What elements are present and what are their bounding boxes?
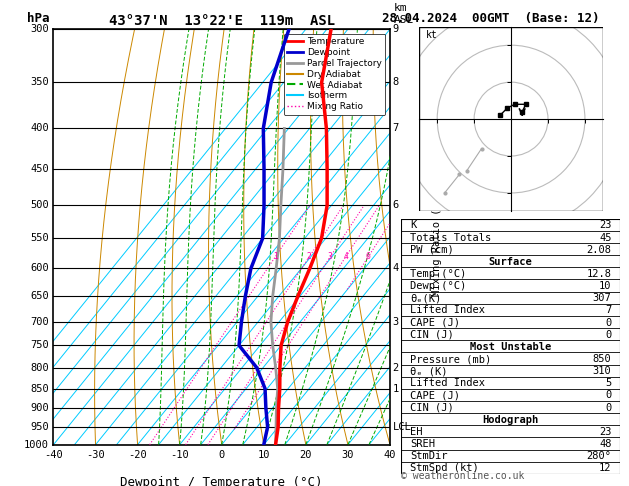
Text: Lifted Index: Lifted Index	[410, 378, 485, 388]
Text: θₑ (K): θₑ (K)	[410, 366, 448, 376]
Text: 450: 450	[30, 164, 49, 174]
Text: 650: 650	[30, 291, 49, 301]
Text: 48: 48	[599, 439, 611, 449]
Text: 550: 550	[30, 233, 49, 243]
Text: 700: 700	[30, 316, 49, 327]
Text: θₑ(K): θₑ(K)	[410, 293, 442, 303]
Text: 350: 350	[30, 77, 49, 87]
Text: StmDir: StmDir	[410, 451, 448, 461]
Text: EH: EH	[410, 427, 423, 437]
Text: 900: 900	[30, 403, 49, 413]
Text: 6: 6	[392, 200, 399, 210]
Text: 6: 6	[366, 252, 370, 261]
Text: 23: 23	[599, 220, 611, 230]
Text: 950: 950	[30, 422, 49, 432]
Text: -10: -10	[170, 450, 189, 460]
Text: 3: 3	[328, 252, 333, 261]
Text: 3: 3	[392, 316, 399, 327]
Text: 4: 4	[343, 252, 348, 261]
Text: 0: 0	[219, 450, 225, 460]
Text: Pressure (mb): Pressure (mb)	[410, 354, 491, 364]
Text: hPa: hPa	[26, 12, 49, 25]
Text: 7: 7	[392, 123, 399, 134]
Legend: Temperature, Dewpoint, Parcel Trajectory, Dry Adiabat, Wet Adiabat, Isotherm, Mi: Temperature, Dewpoint, Parcel Trajectory…	[284, 34, 386, 115]
Text: 20: 20	[299, 450, 312, 460]
Text: CIN (J): CIN (J)	[410, 402, 454, 413]
Text: Dewpoint / Temperature (°C): Dewpoint / Temperature (°C)	[121, 476, 323, 486]
Text: CIN (J): CIN (J)	[410, 330, 454, 340]
Text: -20: -20	[128, 450, 147, 460]
Text: 500: 500	[30, 200, 49, 210]
Text: 5: 5	[605, 378, 611, 388]
Text: 280°: 280°	[586, 451, 611, 461]
Text: SREH: SREH	[410, 439, 435, 449]
Text: Totals Totals: Totals Totals	[410, 232, 491, 243]
Text: 850: 850	[593, 354, 611, 364]
Text: 10: 10	[257, 450, 270, 460]
Text: 4: 4	[392, 263, 399, 274]
Text: 8: 8	[392, 77, 399, 87]
Text: 300: 300	[30, 24, 49, 34]
Text: 2: 2	[307, 252, 312, 261]
Text: Most Unstable: Most Unstable	[470, 342, 552, 352]
Text: Surface: Surface	[489, 257, 533, 267]
Text: StmSpd (kt): StmSpd (kt)	[410, 463, 479, 473]
Text: 10: 10	[599, 281, 611, 291]
Title: 43°37'N  13°22'E  119m  ASL: 43°37'N 13°22'E 119m ASL	[109, 14, 335, 28]
Text: PW (cm): PW (cm)	[410, 244, 454, 255]
Text: 800: 800	[30, 363, 49, 373]
Text: -30: -30	[86, 450, 105, 460]
Text: 850: 850	[30, 383, 49, 394]
Text: km
ASL: km ASL	[393, 3, 414, 25]
Text: 28.04.2024  00GMT  (Base: 12): 28.04.2024 00GMT (Base: 12)	[382, 12, 599, 25]
Text: 9: 9	[392, 24, 399, 34]
Text: 45: 45	[599, 232, 611, 243]
Text: 310: 310	[593, 366, 611, 376]
Text: 0: 0	[605, 317, 611, 328]
Text: 23: 23	[599, 427, 611, 437]
Text: kt: kt	[426, 30, 438, 40]
Text: -40: -40	[44, 450, 63, 460]
Text: CAPE (J): CAPE (J)	[410, 317, 460, 328]
Text: 40: 40	[384, 450, 396, 460]
Text: CAPE (J): CAPE (J)	[410, 390, 460, 400]
Text: 750: 750	[30, 340, 49, 350]
Text: 1: 1	[273, 252, 278, 261]
Text: 307: 307	[593, 293, 611, 303]
Text: Mixing Ratio (g/kg): Mixing Ratio (g/kg)	[432, 177, 442, 296]
Text: Lifted Index: Lifted Index	[410, 305, 485, 315]
Text: 2.08: 2.08	[586, 244, 611, 255]
Text: K: K	[410, 220, 416, 230]
Text: 0: 0	[605, 402, 611, 413]
Text: 600: 600	[30, 263, 49, 274]
Text: 12.8: 12.8	[586, 269, 611, 279]
Text: 0: 0	[605, 330, 611, 340]
Text: 12: 12	[599, 463, 611, 473]
Text: 400: 400	[30, 123, 49, 134]
Text: 30: 30	[342, 450, 354, 460]
Text: © weatheronline.co.uk: © weatheronline.co.uk	[401, 471, 525, 481]
Text: 1000: 1000	[24, 440, 49, 450]
Text: LCL: LCL	[392, 422, 411, 432]
Text: Hodograph: Hodograph	[482, 415, 539, 425]
Text: 7: 7	[605, 305, 611, 315]
Text: 2: 2	[392, 363, 399, 373]
Text: 0: 0	[605, 390, 611, 400]
Text: Dewp (°C): Dewp (°C)	[410, 281, 466, 291]
Text: 1: 1	[392, 383, 399, 394]
Text: Temp (°C): Temp (°C)	[410, 269, 466, 279]
